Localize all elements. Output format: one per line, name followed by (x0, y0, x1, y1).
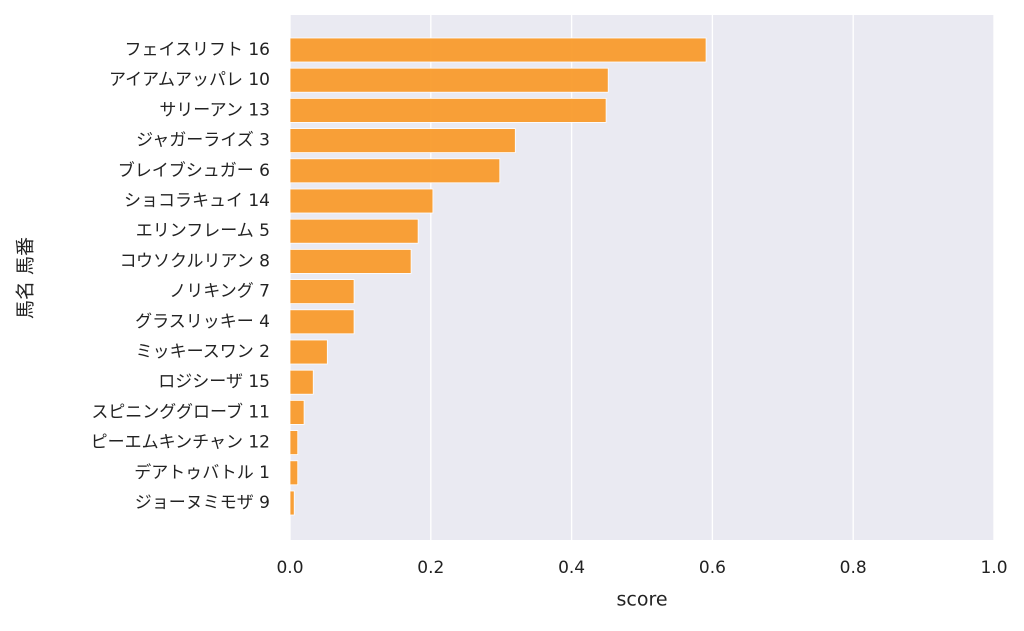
y-tick-label: スピニンググローブ 11 (91, 401, 270, 422)
y-tick-label: ミッキースワン 2 (136, 342, 270, 362)
y-tick-label: アイアムアッパレ 10 (109, 70, 270, 90)
bar (289, 37, 707, 63)
plot-area (290, 15, 994, 540)
y-axis-label: 馬名 馬番 (15, 237, 37, 319)
y-tick-label: ロジシーザ 15 (158, 372, 270, 392)
bar (289, 67, 609, 93)
bar (289, 339, 328, 365)
y-tick-label: グラスリッキー 4 (135, 312, 270, 332)
bar (289, 128, 516, 154)
bar (289, 248, 412, 274)
bar (289, 98, 607, 123)
bar (289, 399, 305, 425)
y-tick-label: コウソクルリアン 8 (120, 251, 270, 271)
y-tick-label: エリンフレーム 5 (136, 221, 270, 241)
bar (289, 158, 501, 184)
y-tick-label: ピーエムキンチャン 12 (91, 433, 270, 453)
y-tick-label: ショコラキュイ 14 (124, 191, 270, 211)
x-tick-label: 0.0 (276, 558, 303, 578)
y-tick-label: フェイスリフト 16 (124, 40, 270, 60)
bar (289, 430, 299, 456)
y-tick-label: ジャガーライズ 3 (136, 131, 270, 151)
y-tick-label: ノリキング 7 (169, 282, 270, 302)
x-axis-label: score (616, 589, 667, 611)
bar (289, 279, 355, 305)
bar (289, 188, 434, 214)
x-tick-label: 0.8 (840, 558, 867, 578)
x-tick-label: 0.6 (699, 558, 726, 578)
x-tick-label: 0.4 (558, 558, 585, 578)
bar (289, 460, 299, 486)
bar (289, 309, 355, 335)
y-tick-label: デアトゥバトル 1 (134, 462, 270, 483)
y-tick-label: ジョーヌミモザ 9 (135, 493, 270, 513)
bar (289, 490, 295, 516)
y-tick-label: ブレイブシュガー 6 (118, 160, 270, 181)
x-tick-label: 0.2 (417, 558, 444, 578)
bar (289, 369, 314, 395)
bar (289, 218, 419, 244)
x-tick-label: 1.0 (980, 558, 1007, 578)
y-tick-label: サリーアン 13 (159, 100, 270, 120)
